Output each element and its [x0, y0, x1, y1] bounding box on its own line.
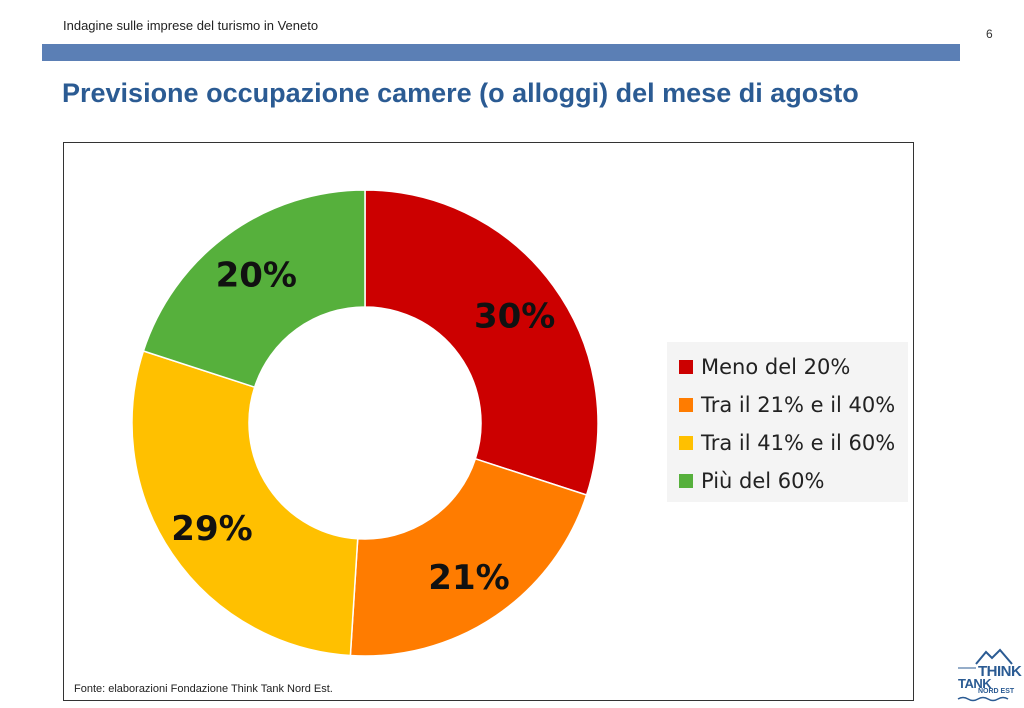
header-text: Indagine sulle imprese del turismo in Ve… [63, 18, 319, 33]
legend-swatch [679, 360, 693, 374]
chart-frame: 30% 21% 29% 20% Meno del 20% Tra il 21% e i… [63, 142, 914, 701]
legend-label: Tra il 41% e il 60% [701, 431, 896, 455]
donut-slice [131, 350, 359, 657]
legend-item: Tra il 21% e il 40% [667, 386, 908, 424]
source-note: Fonte: elaborazioni Fondazione Think Tan… [74, 683, 333, 695]
donut-chart: 30% 21% 29% 20% [131, 189, 599, 657]
legend-label: Più del 60% [701, 469, 825, 493]
legend-swatch [679, 398, 693, 412]
legend-label: Tra il 21% e il 40% [701, 393, 896, 417]
page-number: 6 [986, 27, 993, 41]
think-tank-logo: THINK TANK NORD EST [956, 646, 1022, 702]
slice-data-label: 21% [428, 558, 509, 598]
logo-mountain-icon [957, 648, 1013, 702]
slide-title: Previsione occupazione camere (o alloggi… [62, 78, 859, 108]
slice-data-label: 30% [474, 296, 555, 336]
legend-label: Meno del 20% [701, 355, 851, 379]
logo-text: NORD EST [978, 688, 1015, 695]
legend-swatch [679, 436, 693, 450]
slice-data-label: 29% [171, 509, 252, 549]
chart-legend: Meno del 20% Tra il 21% e il 40% Tra il … [667, 342, 908, 502]
header-bar [42, 44, 960, 61]
donut-slice [364, 189, 599, 496]
logo-text: THINK [978, 663, 1022, 680]
legend-swatch [679, 474, 693, 488]
donut-slice [349, 457, 588, 657]
legend-item: Meno del 20% [667, 348, 908, 386]
donut-slice [142, 189, 366, 389]
slice-data-label: 20% [216, 255, 297, 295]
logo-text: TANK [958, 676, 992, 691]
legend-item: Più del 60% [667, 462, 908, 500]
legend-item: Tra il 41% e il 60% [667, 424, 908, 462]
